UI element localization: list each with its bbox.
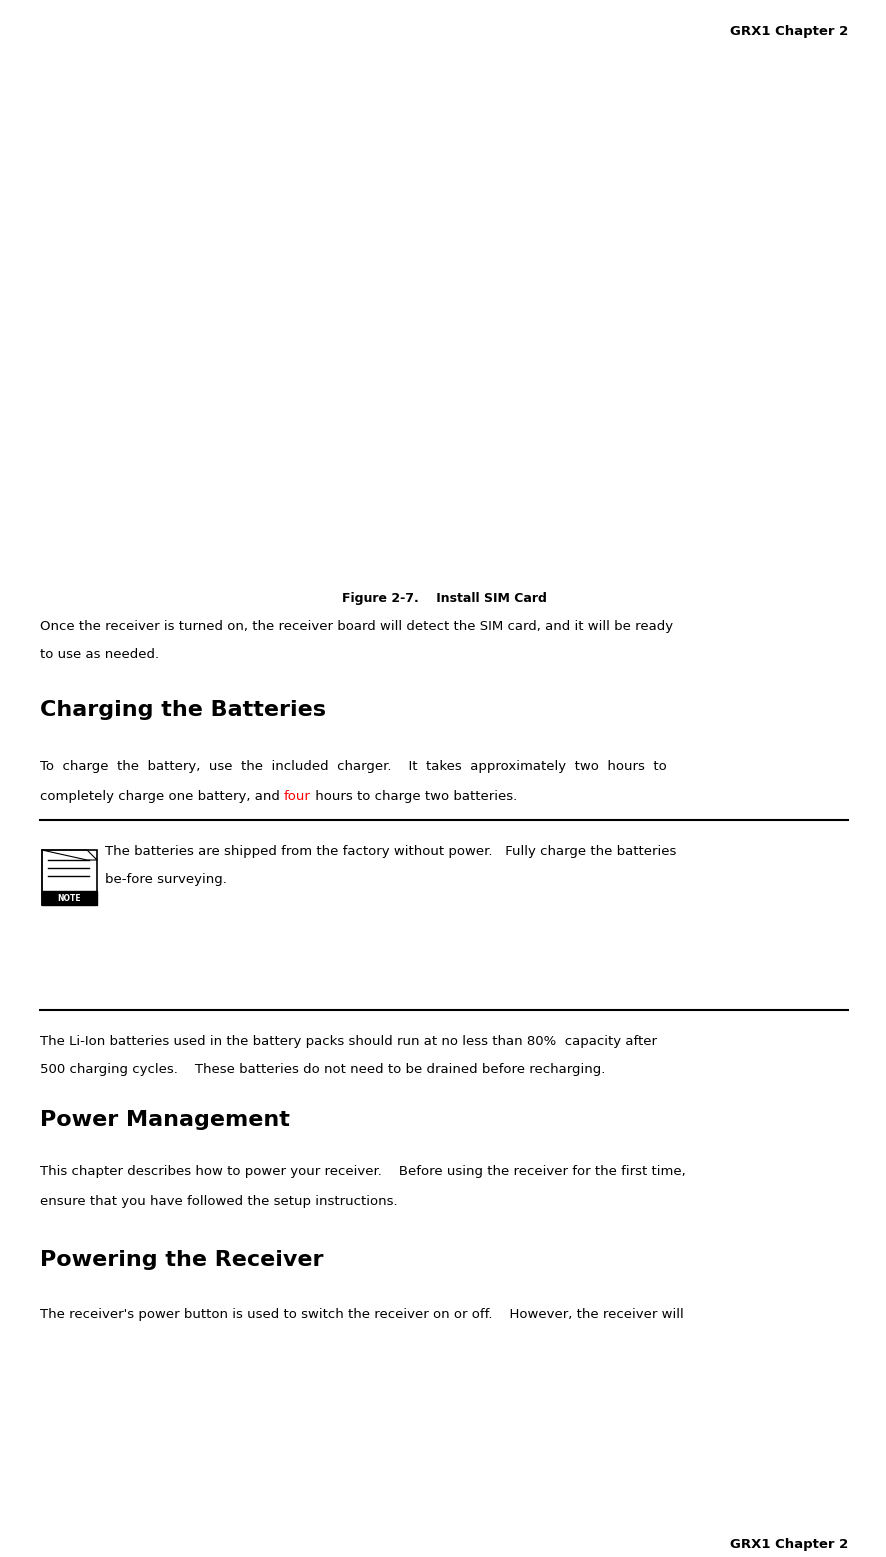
Text: The batteries are shipped from the factory without power.   Fully charge the bat: The batteries are shipped from the facto… — [105, 845, 676, 858]
Text: Figure 2-7.    Install SIM Card: Figure 2-7. Install SIM Card — [342, 592, 547, 606]
Text: This chapter describes how to power your receiver.    Before using the receiver : This chapter describes how to power your… — [40, 1165, 686, 1179]
Text: GRX1 Chapter 2: GRX1 Chapter 2 — [730, 1538, 848, 1551]
Text: The receiver's power button is used to switch the receiver on or off.    However: The receiver's power button is used to s… — [40, 1308, 684, 1320]
Text: NOTE: NOTE — [58, 894, 82, 903]
Text: Power Management: Power Management — [40, 1110, 290, 1130]
Text: GRX1 Chapter 2: GRX1 Chapter 2 — [730, 25, 848, 37]
Text: be-fore surveying.: be-fore surveying. — [105, 873, 227, 886]
FancyBboxPatch shape — [42, 850, 97, 905]
FancyBboxPatch shape — [42, 891, 97, 905]
Text: to use as needed.: to use as needed. — [40, 648, 159, 662]
Text: hours to charge two batteries.: hours to charge two batteries. — [311, 789, 517, 803]
Text: Once the receiver is turned on, the receiver board will detect the SIM card, and: Once the receiver is turned on, the rece… — [40, 620, 673, 634]
Text: ensure that you have followed the setup instructions.: ensure that you have followed the setup … — [40, 1196, 398, 1208]
Text: completely charge one battery, and: completely charge one battery, and — [40, 789, 284, 803]
Text: The Li-Ion batteries used in the battery packs should run at no less than 80%  c: The Li-Ion batteries used in the battery… — [40, 1035, 657, 1048]
Text: Charging the Batteries: Charging the Batteries — [40, 701, 326, 719]
Text: To  charge  the  battery,  use  the  included  charger.    It  takes  approximat: To charge the battery, use the included … — [40, 760, 667, 772]
Text: 500 charging cycles.    These batteries do not need to be drained before recharg: 500 charging cycles. These batteries do … — [40, 1063, 605, 1076]
Text: four: four — [284, 789, 311, 803]
Text: Powering the Receiver: Powering the Receiver — [40, 1250, 323, 1271]
